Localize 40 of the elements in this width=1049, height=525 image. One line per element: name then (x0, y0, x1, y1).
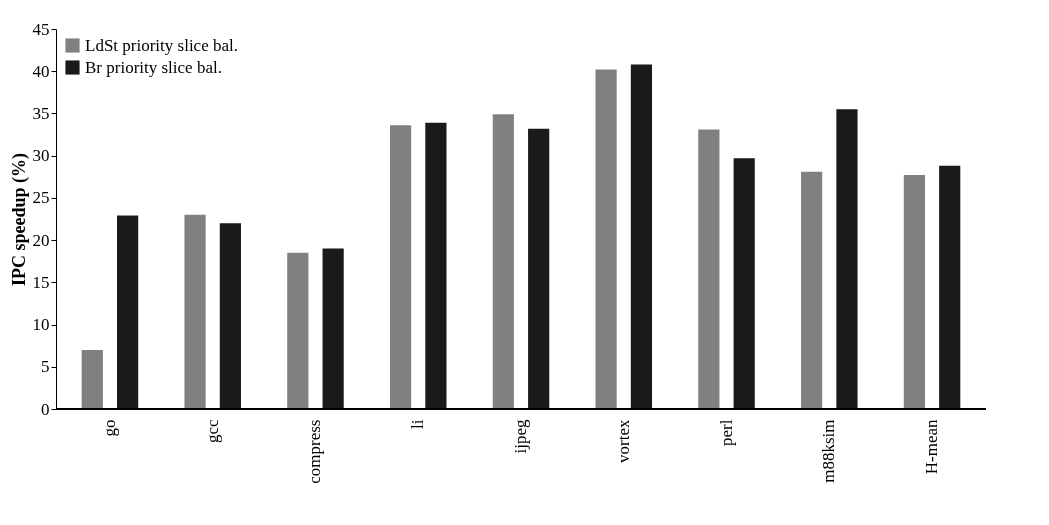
y-tick-label: 25 (32, 188, 50, 208)
bar (219, 223, 241, 409)
bar (322, 248, 344, 409)
x-tick-label: vortex (613, 419, 633, 463)
y-tick-label: 40 (32, 61, 50, 81)
bar (836, 109, 858, 409)
bar (81, 349, 103, 409)
bar (184, 214, 206, 409)
y-tick-label: 15 (32, 272, 50, 292)
x-tick-label: go (99, 419, 119, 437)
y-tick-label: 30 (32, 146, 50, 166)
x-tick-label: m88ksim (819, 419, 839, 483)
bar (698, 129, 720, 409)
y-tick-label: 0 (41, 399, 50, 419)
bar (801, 171, 823, 409)
y-tick-label: 10 (32, 315, 50, 335)
bar (287, 252, 309, 409)
x-tick-label: compress (305, 419, 325, 484)
y-axis-title: IPC speedup (%) (8, 152, 30, 287)
bar (903, 175, 925, 409)
y-tick-label: 5 (41, 357, 50, 377)
bar (939, 165, 961, 409)
bar (117, 215, 139, 409)
bar (630, 64, 653, 409)
bar (492, 114, 514, 409)
bar (425, 122, 447, 409)
bar (389, 125, 412, 409)
bar (595, 69, 617, 409)
y-tick-label: 45 (32, 19, 50, 39)
bar (733, 158, 755, 409)
x-tick-label: gcc (202, 419, 222, 444)
x-tick-label: perl (716, 419, 736, 446)
x-tick-label: H-mean (922, 419, 942, 475)
bar (528, 128, 550, 409)
y-tick-label: 20 (32, 230, 50, 250)
legend-label: LdSt priority slice bal. (85, 35, 238, 55)
y-tick-label: 35 (32, 103, 50, 123)
x-tick-label: li (408, 419, 428, 429)
legend-label: Br priority slice bal. (85, 57, 222, 77)
x-tick-label: ijpeg (511, 419, 530, 454)
